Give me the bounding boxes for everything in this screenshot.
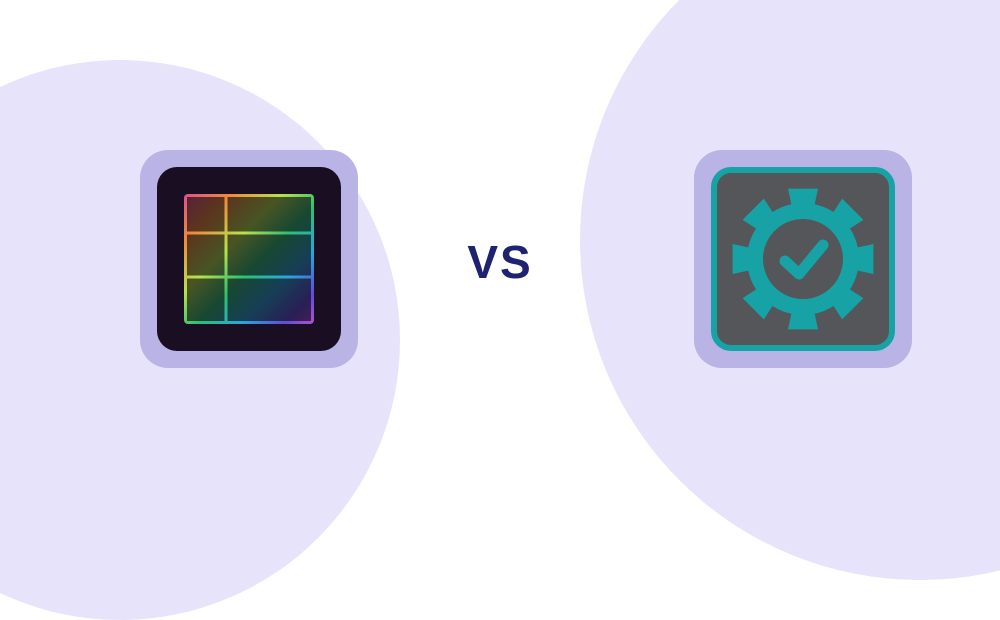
left-product-card-inner: [157, 167, 341, 351]
right-product-card: [694, 150, 912, 368]
gear-check-icon: [728, 184, 878, 334]
vs-label: VS: [467, 235, 532, 289]
left-product-card: [140, 150, 358, 368]
rainbow-grid-icon: [184, 194, 314, 324]
right-product-card-inner: [711, 167, 895, 351]
